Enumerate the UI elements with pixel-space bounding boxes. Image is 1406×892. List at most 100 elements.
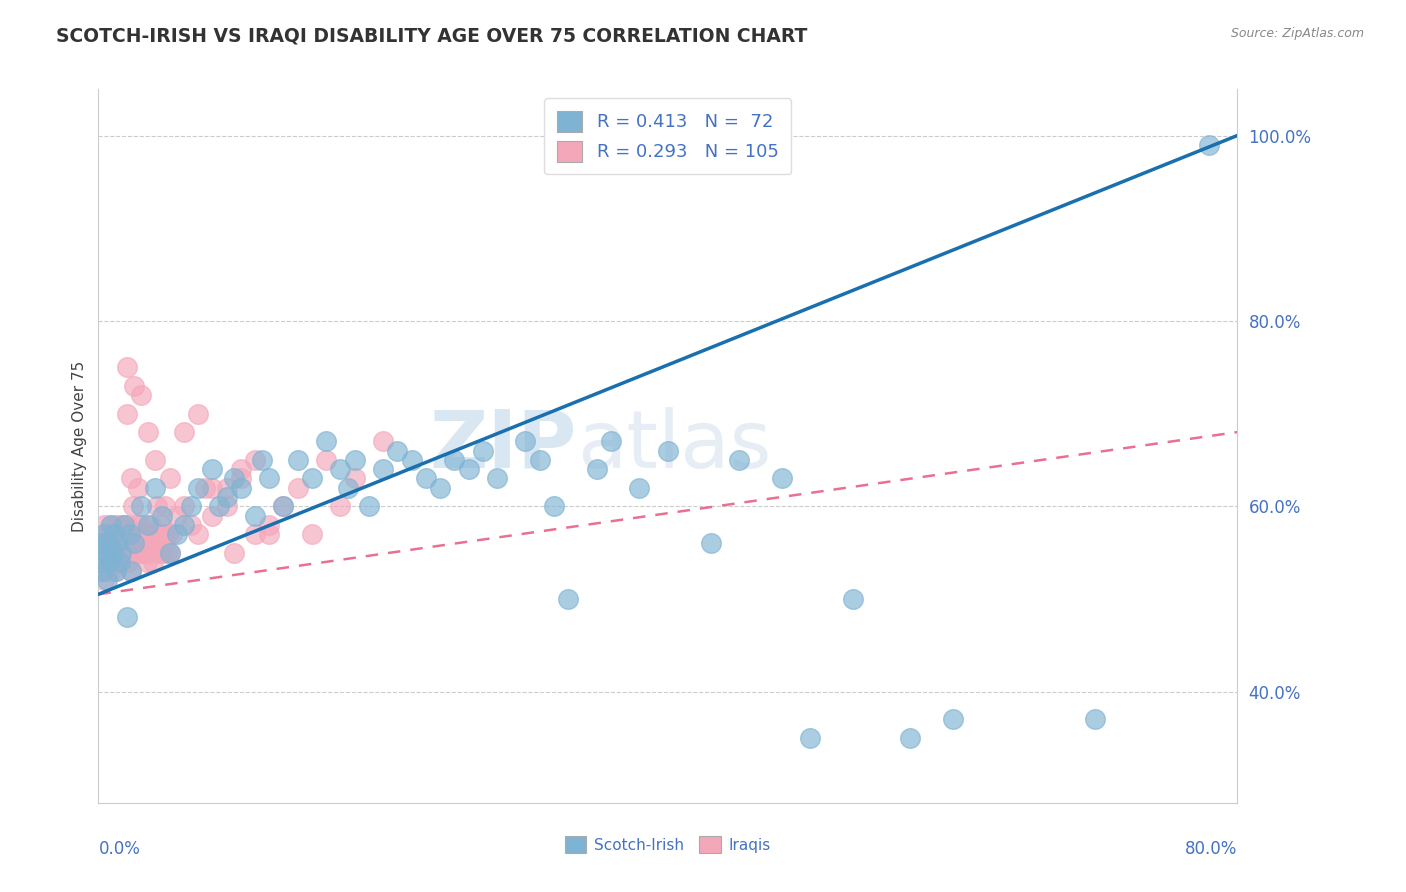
Point — [101, 555, 124, 569]
Point — [90, 536, 112, 550]
Point — [315, 453, 337, 467]
Point — [173, 517, 195, 532]
Point — [118, 527, 141, 541]
Point — [117, 555, 139, 569]
Point — [112, 527, 135, 541]
Point — [105, 527, 128, 541]
Point — [471, 443, 494, 458]
Point — [585, 462, 607, 476]
Point — [287, 481, 309, 495]
Point — [122, 536, 145, 550]
Point — [628, 481, 651, 495]
Point — [842, 591, 865, 606]
Point — [120, 564, 142, 578]
Point — [287, 453, 309, 467]
Point — [129, 500, 152, 514]
Point — [152, 545, 174, 559]
Point — [90, 564, 112, 578]
Point — [101, 536, 124, 550]
Point — [120, 564, 142, 578]
Point — [157, 527, 180, 541]
Point — [97, 564, 120, 578]
Point — [100, 564, 122, 578]
Point — [100, 545, 122, 559]
Point — [89, 555, 111, 569]
Point — [94, 536, 117, 550]
Point — [357, 500, 380, 514]
Point — [115, 407, 138, 421]
Point — [250, 453, 273, 467]
Point — [194, 481, 217, 495]
Point — [98, 555, 121, 569]
Point — [215, 500, 238, 514]
Point — [180, 500, 202, 514]
Point — [103, 545, 125, 559]
Point — [329, 500, 352, 514]
Point — [129, 517, 152, 532]
Point — [148, 527, 170, 541]
Point — [150, 517, 173, 532]
Point — [273, 500, 295, 514]
Point — [166, 527, 188, 541]
Point — [100, 517, 122, 532]
Text: Source: ZipAtlas.com: Source: ZipAtlas.com — [1230, 27, 1364, 40]
Point — [107, 536, 129, 550]
Point — [125, 536, 148, 550]
Point — [373, 434, 395, 449]
Point — [122, 378, 145, 392]
Point — [173, 425, 195, 439]
Point — [110, 527, 132, 541]
Point — [104, 517, 127, 532]
Point — [97, 536, 120, 550]
Point — [89, 555, 111, 569]
Point — [114, 527, 136, 541]
Point — [115, 517, 138, 532]
Point — [112, 536, 135, 550]
Point — [103, 527, 125, 541]
Point — [93, 517, 115, 532]
Point — [104, 564, 127, 578]
Point — [401, 453, 423, 467]
Point — [138, 545, 160, 559]
Point — [543, 500, 565, 514]
Text: atlas: atlas — [576, 407, 770, 485]
Point — [98, 517, 121, 532]
Text: 0.0%: 0.0% — [98, 840, 141, 858]
Point — [898, 731, 921, 745]
Point — [166, 508, 188, 523]
Point — [770, 471, 793, 485]
Point — [127, 481, 149, 495]
Point — [243, 508, 266, 523]
Point — [120, 471, 142, 485]
Point — [105, 545, 128, 559]
Point — [529, 453, 551, 467]
Point — [273, 500, 295, 514]
Point — [443, 453, 465, 467]
Point — [180, 517, 202, 532]
Point — [156, 545, 179, 559]
Point — [942, 712, 965, 726]
Point — [187, 481, 209, 495]
Point — [159, 471, 181, 485]
Point — [142, 527, 165, 541]
Point — [112, 517, 135, 532]
Point — [125, 517, 148, 532]
Point — [124, 527, 146, 541]
Point — [108, 555, 131, 569]
Point — [187, 527, 209, 541]
Point — [96, 545, 118, 559]
Point — [96, 527, 118, 541]
Point — [134, 545, 156, 559]
Point — [208, 500, 231, 514]
Point — [145, 481, 167, 495]
Point — [336, 481, 359, 495]
Point — [222, 545, 245, 559]
Point — [1198, 137, 1220, 152]
Point — [415, 471, 437, 485]
Point — [315, 434, 337, 449]
Point — [110, 536, 132, 550]
Point — [301, 471, 323, 485]
Point — [187, 407, 209, 421]
Point — [229, 481, 252, 495]
Point — [657, 443, 679, 458]
